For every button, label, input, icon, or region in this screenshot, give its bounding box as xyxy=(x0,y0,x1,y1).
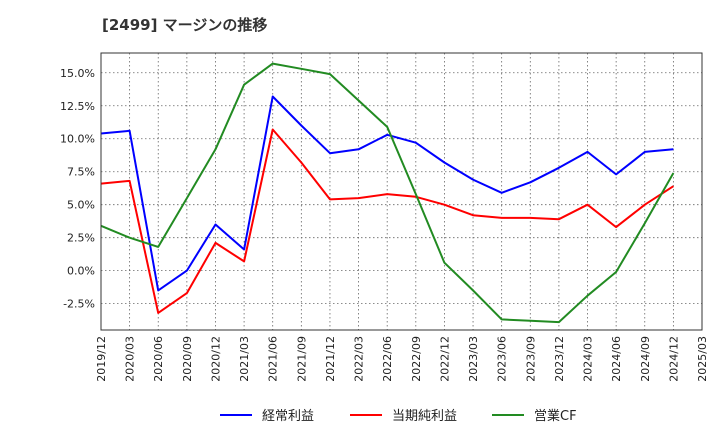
x-tick-label: 2023/03 xyxy=(467,336,480,382)
x-tick-label: 2024/12 xyxy=(667,336,680,382)
y-tick-label: 2.5% xyxy=(67,232,95,245)
y-tick-label: 5.0% xyxy=(67,199,95,212)
x-tick-label: 2023/06 xyxy=(496,336,509,382)
x-tick-label: 2022/06 xyxy=(381,336,394,382)
y-tick-label: 10.0% xyxy=(60,133,95,146)
x-tick-label: 2020/12 xyxy=(209,336,222,382)
x-tick-label: 2023/09 xyxy=(524,336,537,382)
axis-layer: 15.0% 12.5% 10.0% 7.5% 5.0% 2.5% 0.0% -2.5% 2019… xyxy=(60,52,709,382)
legend-label: 当期純利益 xyxy=(392,409,457,424)
x-tick-label: 2020/06 xyxy=(152,336,165,382)
y-tick-label: -2.5% xyxy=(63,298,95,311)
plot-frame xyxy=(100,52,703,331)
x-tick-label: 2021/06 xyxy=(267,336,280,382)
series-line xyxy=(100,95,674,292)
x-tick-label: 2024/03 xyxy=(582,336,595,382)
x-tick-label: 2022/03 xyxy=(353,336,366,382)
y-tick-label: 0.0% xyxy=(67,265,95,278)
x-tick-label: 2024/06 xyxy=(610,336,623,382)
legend-label: 営業CF xyxy=(534,408,577,424)
x-tick-label: 2025/03 xyxy=(696,336,709,382)
x-tick-label: 2021/12 xyxy=(324,336,337,382)
x-tick-label: 2021/03 xyxy=(238,336,251,382)
x-tick-label: 2023/12 xyxy=(553,336,566,382)
y-tick-label: 12.5% xyxy=(60,100,95,113)
chart-title: [2499] マージンの推移 xyxy=(102,16,268,34)
series-layer xyxy=(100,62,675,324)
x-tick-label: 2024/09 xyxy=(639,336,652,382)
legend: 経常利益 当期純利益 営業CF xyxy=(220,408,577,424)
series-line xyxy=(100,62,675,324)
x-tick-label: 2020/09 xyxy=(181,336,194,382)
x-tick-label: 2022/12 xyxy=(438,336,451,382)
y-tick-label: 7.5% xyxy=(67,166,95,179)
series-line xyxy=(100,128,674,314)
y-tick-label: 15.0% xyxy=(60,67,95,80)
legend-label: 経常利益 xyxy=(262,409,314,424)
x-tick-label: 2020/03 xyxy=(124,336,137,382)
x-tick-label: 2021/09 xyxy=(295,336,308,382)
x-tick-label: 2019/12 xyxy=(95,336,108,382)
x-tick-label: 2022/09 xyxy=(410,336,423,382)
